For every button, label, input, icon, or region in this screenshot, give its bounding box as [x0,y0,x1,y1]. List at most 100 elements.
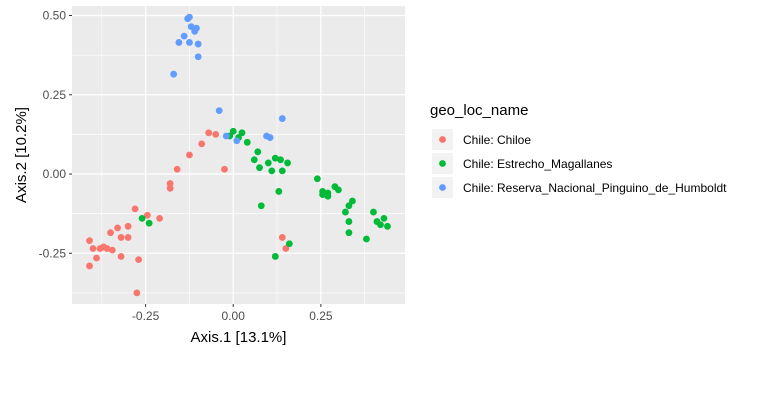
data-point [243,138,251,146]
legend-item: Chile: Reserva_Nacional_Pinguino_de_Humb… [432,177,727,198]
data-point [198,140,206,148]
data-point [193,24,200,32]
data-point [175,39,183,46]
data-point [166,184,174,192]
series-0 [86,129,290,297]
data-point [229,127,237,135]
data-point [380,215,388,222]
legend-swatch [439,160,446,167]
data-point [278,234,286,241]
data-point [108,246,116,254]
major-gridlines [72,6,405,304]
legend-title: geo_loc_name [430,102,528,119]
y-tick-label: 0.25 [43,88,67,102]
data-point [345,218,353,225]
data-point [117,253,125,260]
data-point [342,208,349,216]
data-point [222,132,230,140]
data-point [215,107,223,115]
data-point [93,254,100,262]
data-point [124,234,132,241]
legend-label: Chile: Reserva_Nacional_Pinguino_de_Humb… [463,181,727,195]
y-axis-ticks: -0.25 0.00 0.25 0.50 [39,9,72,260]
x-axis-ticks: -0.25 0.00 0.25 [132,304,333,323]
data-point [349,197,356,205]
data-point [186,13,193,21]
data-point [89,245,97,252]
data-point [170,70,178,78]
data-point [143,211,151,219]
legend-items: Chile: Chiloe Chile: Estrecho_Magallanes C… [432,129,727,198]
y-tick-label: -0.25 [39,246,67,260]
data-point [363,235,370,243]
data-point [180,32,188,40]
data-point [264,159,272,167]
data-point [266,134,274,141]
data-point [268,167,276,175]
data-point [278,115,286,122]
data-point [138,215,146,222]
data-point [117,234,125,241]
data-point [377,221,384,229]
data-point [335,186,342,194]
data-point [86,262,93,270]
legend: geo_loc_name Chile: Chiloe Chile: Estrech… [430,102,727,198]
data-point [133,289,141,297]
data-point [238,129,246,137]
data-point [345,229,353,237]
data-point [186,39,193,46]
legend-swatch [439,184,446,191]
data-point [86,237,93,244]
legend-label: Chile: Chiloe [463,133,531,147]
data-point [254,148,262,156]
data-point [284,159,291,167]
data-point [107,229,114,237]
x-tick-label: 0.25 [309,309,333,323]
data-point [173,165,181,173]
data-point [277,156,284,164]
data-point [271,154,279,162]
data-point [313,175,321,183]
data-point [221,165,228,173]
data-point [135,256,143,264]
data-point [285,240,293,248]
data-point [194,53,202,61]
data-point [319,191,327,199]
plot-panel [72,6,405,304]
data-point [166,180,174,187]
data-point [212,130,220,138]
data-point [114,224,121,232]
data-point [124,222,132,230]
legend-swatch [439,136,446,143]
data-point [233,137,241,145]
y-axis-title: Axis.2 [10.2%] [13,107,30,203]
data-point [250,156,258,164]
data-point [145,219,153,227]
data-point [370,208,377,216]
data-point [186,151,193,159]
legend-label: Chile: Estrecho_Magallanes [463,157,612,171]
data-point [131,205,139,213]
y-tick-label: 0.00 [43,167,67,181]
series-2 [170,13,286,145]
legend-item: Chile: Estrecho_Magallanes [432,153,612,174]
data-point [194,40,202,48]
data-point [324,192,332,200]
data-point [187,23,195,31]
legend-item: Chile: Chiloe [432,129,531,150]
data-point [271,253,279,260]
data-point [384,222,391,230]
y-tick-label: 0.50 [43,9,67,23]
x-tick-label: 0.00 [222,309,246,323]
data-point [256,164,263,172]
data-point [205,129,213,137]
data-points [86,13,391,297]
data-point [103,245,111,252]
x-tick-label: -0.25 [132,309,160,323]
data-point [282,245,290,252]
data-point [278,167,286,175]
data-point [257,202,265,210]
data-point [275,188,283,195]
